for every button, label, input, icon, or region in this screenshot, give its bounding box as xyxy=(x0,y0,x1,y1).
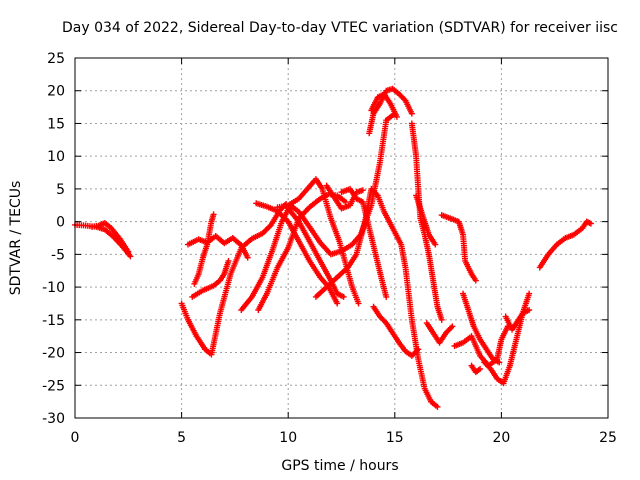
y-tick-label: 5 xyxy=(56,182,65,198)
y-tick-label: 0 xyxy=(56,215,65,231)
data-point xyxy=(472,277,479,284)
y-tick-label: -20 xyxy=(42,346,65,362)
data-point xyxy=(438,316,445,323)
data-point xyxy=(334,300,341,307)
y-tick-label: -5 xyxy=(51,247,65,263)
y-tick-label: 10 xyxy=(47,149,65,165)
x-axis-label: GPS time / hours xyxy=(281,458,398,474)
data-point xyxy=(496,359,503,366)
y-tick-label: -10 xyxy=(42,280,65,296)
x-tick-label: 5 xyxy=(177,430,186,446)
x-tick-label: 20 xyxy=(492,430,510,446)
y-tick-label: -25 xyxy=(42,378,65,394)
y-axis-label: SDTVAR / TECUs xyxy=(8,181,24,296)
data-point xyxy=(526,290,533,297)
data-point xyxy=(340,293,347,300)
axis-ticks: 0 5 10 15 20 25 -30 -25 -20 -15 -10 -5 0 5 10 15 20 25 xyxy=(42,51,617,446)
data-points xyxy=(72,85,594,410)
data-point xyxy=(383,293,390,300)
data-point xyxy=(477,365,484,372)
data-point xyxy=(244,254,251,261)
x-tick-label: 0 xyxy=(71,430,80,446)
data-point xyxy=(408,110,415,117)
data-point xyxy=(434,403,441,410)
data-point xyxy=(127,253,134,260)
data-point xyxy=(449,323,456,330)
data-point xyxy=(526,307,533,313)
y-tick-label: 15 xyxy=(47,116,65,132)
y-tick-label: 25 xyxy=(47,51,65,67)
data-point xyxy=(587,220,594,227)
data-point xyxy=(225,257,232,264)
data-point xyxy=(432,241,439,248)
plot-frame xyxy=(74,57,609,419)
data-point xyxy=(210,211,217,218)
data-point xyxy=(355,300,362,307)
x-tick-label: 25 xyxy=(599,430,617,446)
data-point xyxy=(415,346,422,353)
y-tick-label: -15 xyxy=(42,313,65,329)
x-tick-label: 15 xyxy=(386,430,404,446)
data-point xyxy=(125,248,132,255)
data-point xyxy=(359,187,366,194)
y-tick-label: 20 xyxy=(47,84,65,100)
x-tick-label: 10 xyxy=(279,430,297,446)
data-point xyxy=(342,199,349,205)
y-tick-label: -30 xyxy=(42,411,65,427)
data-point xyxy=(393,113,400,120)
chart-title: Day 034 of 2022, Sidereal Day-to-day VTE… xyxy=(62,20,618,36)
